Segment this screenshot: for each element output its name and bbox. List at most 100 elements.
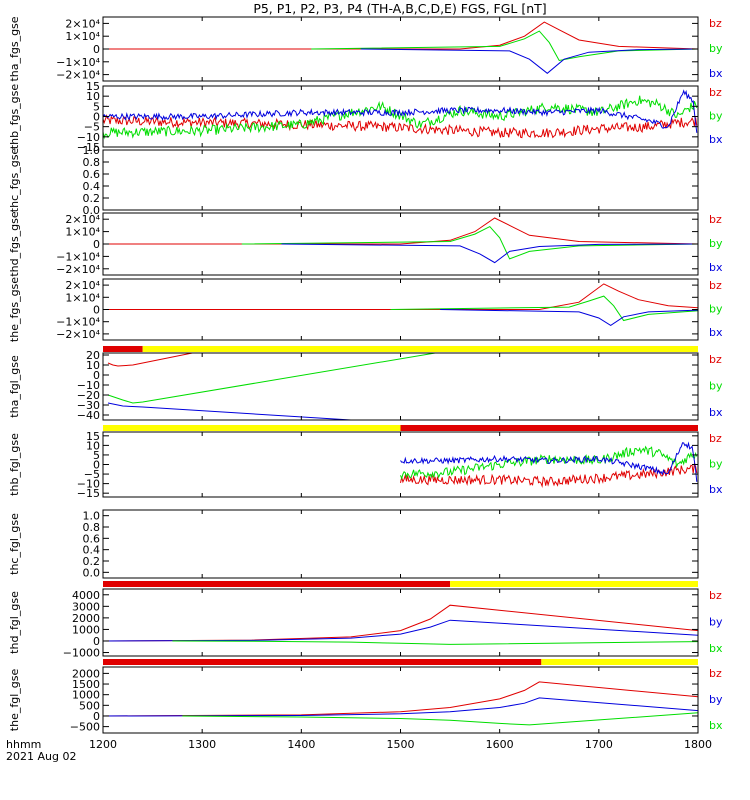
y-axis-label: the_fgl_gse bbox=[8, 669, 21, 732]
y-tick-label: −5 bbox=[84, 468, 100, 481]
tha_fgl_gse-bx-line bbox=[107, 402, 351, 420]
legend-bx: bx bbox=[709, 326, 723, 339]
mode-bar bbox=[103, 581, 698, 587]
legend-bx: bx bbox=[709, 642, 723, 655]
panel-frame bbox=[102, 149, 699, 211]
y-tick-label: 2×10⁴ bbox=[65, 279, 100, 292]
x-tick-label: 1800 bbox=[684, 738, 712, 751]
y-tick-label: 3000 bbox=[72, 600, 100, 613]
y-tick-label: 1.0 bbox=[83, 510, 101, 523]
mode-bar bbox=[103, 346, 698, 352]
y-tick-label: 0 bbox=[93, 369, 100, 382]
legend-bx: bx bbox=[709, 261, 723, 274]
y-tick-label: 2×10⁴ bbox=[65, 213, 100, 226]
y-tick-label: 0.6 bbox=[83, 168, 101, 181]
y-tick-label: 0 bbox=[93, 111, 100, 124]
y-tick-label: −5 bbox=[84, 121, 100, 134]
the_fgs_gse-bz-line bbox=[103, 283, 698, 310]
mode-bar bbox=[103, 659, 698, 665]
mode-bar-segment bbox=[103, 659, 542, 665]
legend-bz: bz bbox=[709, 667, 722, 680]
y-tick-label: 0.2 bbox=[83, 555, 101, 568]
y-tick-label: 0.4 bbox=[83, 180, 101, 193]
legend-by: by bbox=[709, 303, 723, 316]
mode-bar-segment bbox=[103, 425, 401, 431]
thd_fgl_gse-bz-line bbox=[103, 604, 698, 642]
the_fgs_gse-by-line bbox=[390, 295, 698, 322]
y-tick-label: 0 bbox=[93, 43, 100, 56]
mode-bar bbox=[103, 425, 698, 431]
y-tick-label: 15 bbox=[86, 430, 100, 443]
y-tick-label: −2×10⁴ bbox=[56, 328, 100, 341]
y-tick-label: 5 bbox=[93, 449, 100, 462]
thd_fgl_gse-by-line bbox=[103, 619, 698, 642]
y-tick-label: 1000 bbox=[72, 623, 100, 636]
y-axis-label: the_fgs_gse bbox=[8, 277, 21, 342]
thb_fgs_gse-bx-line bbox=[103, 89, 698, 133]
thb_fgl_gse-bx-line bbox=[400, 441, 698, 482]
mode-bar-segment bbox=[103, 346, 143, 352]
y-tick-label: 500 bbox=[79, 699, 100, 712]
y-tick-label: −30 bbox=[77, 399, 100, 412]
legend-bz: bz bbox=[709, 589, 722, 602]
x-axis-label-date: 2021 Aug 02 bbox=[6, 750, 76, 763]
y-tick-label: 2000 bbox=[72, 667, 100, 680]
y-tick-label: 0 bbox=[93, 304, 100, 317]
y-tick-label: 0.2 bbox=[83, 192, 101, 205]
thd_fgl_gse-bx-line bbox=[172, 640, 698, 645]
mode-bar-segment bbox=[400, 425, 698, 431]
y-tick-label: 10 bbox=[86, 359, 100, 372]
y-tick-label: 1.0 bbox=[83, 144, 101, 157]
y-axis-label: thb_fgl_gse bbox=[8, 433, 21, 496]
y-axis-label: tha_fgl_gse bbox=[8, 355, 21, 418]
y-tick-label: −1×10⁴ bbox=[56, 316, 100, 329]
thd_fgs_gse-bz-line bbox=[103, 217, 698, 245]
y-tick-label: −1000 bbox=[63, 647, 100, 660]
y-tick-label: 15 bbox=[86, 80, 100, 93]
thb_fgl_gse-by-line bbox=[400, 445, 698, 480]
tha_fgl_gse-bz-line bbox=[107, 353, 193, 367]
legend-by: by bbox=[709, 380, 723, 393]
tha_fgs_gse-by-line bbox=[311, 30, 698, 62]
y-tick-label: 0.4 bbox=[83, 544, 101, 557]
y-tick-label: 1000 bbox=[72, 689, 100, 702]
y-tick-label: −1×10⁴ bbox=[56, 250, 100, 263]
the_fgl_gse-bx-line bbox=[182, 712, 698, 726]
thd_fgs_gse-by-line bbox=[241, 225, 698, 260]
legend-bx: bx bbox=[709, 483, 723, 496]
x-tick-label: 1300 bbox=[188, 738, 216, 751]
legend-bx: bx bbox=[709, 67, 723, 80]
y-tick-label: 4000 bbox=[72, 589, 100, 602]
y-axis-label: thc_fgl_gse bbox=[8, 513, 21, 575]
panel-frame bbox=[102, 666, 699, 734]
y-tick-label: 0 bbox=[93, 238, 100, 251]
y-tick-label: 2×10⁴ bbox=[65, 17, 100, 30]
the_fgl_gse-by-line bbox=[103, 697, 698, 717]
panel-thc_fgs_gse: 1.00.80.60.40.20.0 thc_fgs_gse bbox=[8, 144, 699, 217]
mode-bar-segment bbox=[541, 659, 698, 665]
y-tick-label: 0 bbox=[93, 635, 100, 648]
y-tick-label: 10 bbox=[86, 90, 100, 103]
plot-title: P5, P1, P2, P3, P4 (TH-A,B,C,D,E) FGS, F… bbox=[253, 1, 546, 16]
x-axis-label-time-format: hhmm bbox=[6, 738, 41, 751]
mode-bars-layer bbox=[103, 346, 698, 665]
x-tick-label: 1400 bbox=[287, 738, 315, 751]
y-tick-label: −2×10⁴ bbox=[56, 263, 100, 276]
y-tick-label: 0.0 bbox=[83, 204, 101, 217]
y-tick-label: 1×10⁴ bbox=[65, 30, 100, 43]
y-tick-label: −1×10⁴ bbox=[56, 56, 100, 69]
x-tick-label: 1700 bbox=[585, 738, 613, 751]
the_fgs_gse-bx-line bbox=[440, 309, 698, 326]
legend-by: by bbox=[709, 110, 723, 123]
y-tick-label: 1×10⁴ bbox=[65, 226, 100, 239]
x-tick-label: 1500 bbox=[387, 738, 415, 751]
mode-bar-segment bbox=[450, 581, 698, 587]
mode-bar-segment bbox=[103, 581, 451, 587]
tha_fgs_gse-bz-line bbox=[103, 21, 698, 50]
y-axis-label: thb_fgs_gse bbox=[8, 84, 21, 150]
y-axis-label: thc_fgs_gse bbox=[8, 148, 21, 213]
